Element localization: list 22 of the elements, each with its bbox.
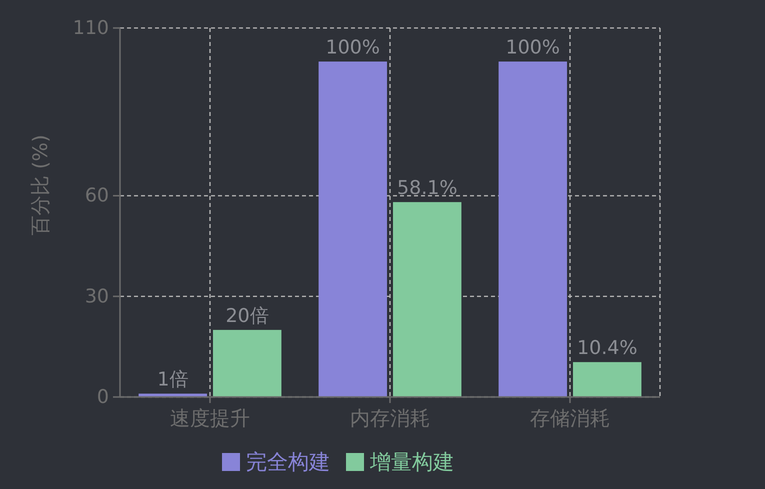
x-tick-label: 速度提升: [170, 406, 250, 430]
y-tick-label: 0: [96, 386, 109, 408]
bar: [213, 330, 282, 397]
y-tick-label: 60: [84, 184, 109, 207]
bar: [393, 202, 462, 397]
data-label: 1倍: [157, 368, 188, 391]
bar: [498, 62, 567, 397]
x-tick-label: 存储消耗: [530, 406, 610, 430]
y-axis-title: 百分比 (%): [28, 134, 52, 236]
data-label: 100%: [506, 36, 560, 59]
bar: [138, 394, 207, 397]
data-label: 20倍: [226, 304, 269, 327]
bar: [573, 362, 642, 397]
y-tick-label: 110: [72, 17, 109, 39]
x-tick-label: 内存消耗: [350, 406, 430, 430]
data-label: 10.4%: [577, 337, 638, 360]
legend-label: 完全构建: [246, 450, 330, 474]
legend-label: 增量构建: [369, 450, 454, 474]
data-label: 100%: [326, 36, 380, 59]
data-label: 58.1%: [397, 177, 458, 200]
y-tick-label: 30: [84, 285, 109, 308]
bar: [318, 62, 387, 397]
